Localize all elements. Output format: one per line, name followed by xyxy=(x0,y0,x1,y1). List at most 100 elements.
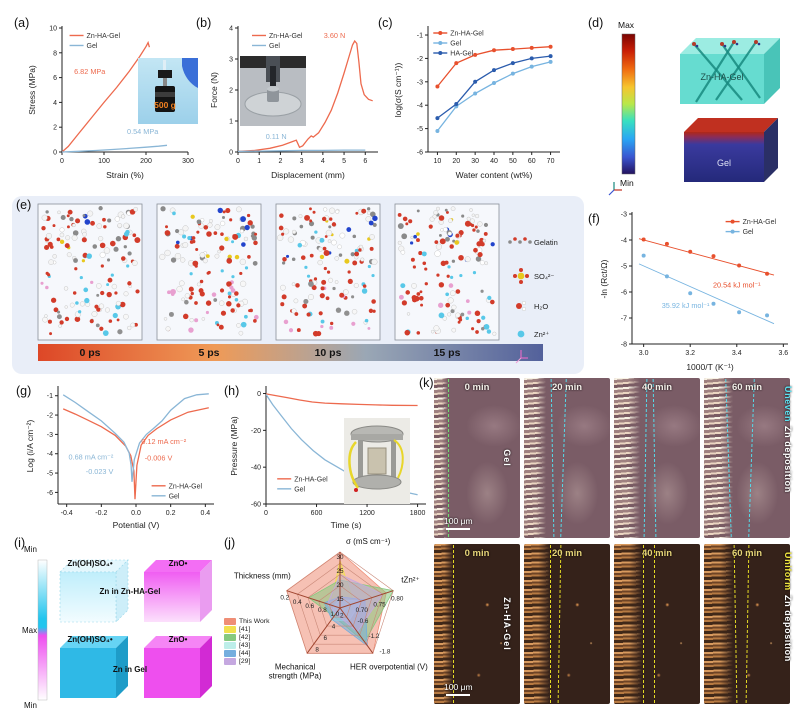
svg-text:0.2: 0.2 xyxy=(280,595,289,602)
svg-text:-3: -3 xyxy=(47,432,53,439)
svg-text:-1.8: -1.8 xyxy=(379,648,390,655)
row-caption-uneven: Uneven Zn deposition xyxy=(783,386,793,493)
panel-zn-deposition-microscopy: 0 min Gel 100 μm 20 min 40 min 60 min xyxy=(434,378,796,710)
scale-bar-label: 100 μm xyxy=(444,682,473,692)
legend-label: [42] xyxy=(239,634,251,641)
svg-text:-3: -3 xyxy=(417,79,423,86)
svg-text:Zn-HA-Gel: Zn-HA-Gel xyxy=(294,476,328,483)
svg-text:Zn-HA-Gel: Zn-HA-Gel xyxy=(743,219,777,226)
svg-text:-3: -3 xyxy=(621,212,627,219)
time-label: 0 min xyxy=(464,382,490,393)
svg-text:-6: -6 xyxy=(621,290,627,297)
svg-text:60: 60 xyxy=(528,158,536,165)
legend-swatch xyxy=(224,642,236,649)
svg-text:-2: -2 xyxy=(417,56,423,63)
time-label: 60 min xyxy=(731,548,763,559)
interface-dashed-line xyxy=(643,378,648,538)
chart-svg: 3.0 3.2 3.4 3.6 -8 -7 -6 -5 -4 -3 1000/T (K⁻¹) -ln … xyxy=(599,212,788,373)
svg-text:Min: Min xyxy=(24,545,37,554)
svg-text:-40: -40 xyxy=(251,465,261,472)
interface-dashed-line xyxy=(652,378,657,538)
svg-text:-60: -60 xyxy=(251,502,261,509)
legend-item: [41] xyxy=(224,626,269,633)
svg-text:1000/T (K⁻¹): 1000/T (K⁻¹) xyxy=(686,362,733,372)
caption-highlight: Uniform xyxy=(783,552,793,591)
panel-label-h: (h) xyxy=(224,384,240,398)
svg-text:4: 4 xyxy=(321,158,325,165)
radar-legend: This Work [41] [42] [43] [44] [29] xyxy=(224,618,269,666)
svg-text:0.12 mA cm⁻²: 0.12 mA cm⁻² xyxy=(141,437,186,446)
svg-text:0.11 N: 0.11 N xyxy=(266,132,287,141)
svg-text:3.0: 3.0 xyxy=(639,350,649,357)
svg-text:Displacement (mm): Displacement (mm) xyxy=(271,170,345,180)
svg-text:6: 6 xyxy=(53,75,57,82)
svg-text:-5: -5 xyxy=(621,264,627,271)
chart-svg: -0.4 -0.2 0.0 0.2 0.4 -6 -5 -4 -3 -2 -1 Potential (… xyxy=(25,386,214,530)
svg-text:3.6: 3.6 xyxy=(778,350,788,357)
inset-photo-pressure-cell xyxy=(344,418,410,504)
svg-text:-0.006 V: -0.006 V xyxy=(145,454,173,463)
svg-text:4: 4 xyxy=(229,26,233,33)
svg-text:8: 8 xyxy=(53,50,57,57)
svg-text:2: 2 xyxy=(340,612,344,619)
md-snapshots-svg: 0 ps 5 ps 10 ps 15 ps Gelatin SO₄²⁻ H₂O Zn²⁺ xyxy=(37,203,558,364)
chart-force-displacement: 0 1 2 3 4 5 6 0 1 2 3 4 Displacement (mm) Force (N) 3.… xyxy=(208,20,386,182)
chart-radar-comparison: This Work [41] [42] [43] [44] [29] 15 20 2… xyxy=(222,534,438,712)
time-label: 20 min xyxy=(551,382,583,393)
panel-simulation-field: Max Min Zn-HA-Gel Gel xyxy=(584,14,796,196)
interface-dashed-line xyxy=(452,544,454,704)
svg-text:Potential (V): Potential (V) xyxy=(113,520,160,530)
svg-text:Max: Max xyxy=(22,626,37,635)
svg-text:Stress (MPa): Stress (MPa) xyxy=(27,65,37,115)
caption-rest: Zn deposition xyxy=(783,594,793,662)
svg-text:Max: Max xyxy=(618,20,635,30)
panel-label-j: (j) xyxy=(224,536,236,550)
svg-text:Strain (%): Strain (%) xyxy=(106,170,144,180)
interface-dashed-line xyxy=(549,544,551,704)
chart-tafel: -0.4 -0.2 0.0 0.2 0.4 -6 -5 -4 -3 -2 -1 Potential (… xyxy=(24,382,222,532)
svg-text:25: 25 xyxy=(336,568,344,575)
svg-text:20.54 kJ mol⁻¹: 20.54 kJ mol⁻¹ xyxy=(713,280,761,289)
svg-text:-0.4: -0.4 xyxy=(61,510,73,517)
svg-text:-6: -6 xyxy=(47,490,53,497)
svg-text:2: 2 xyxy=(278,158,282,165)
legend-swatch xyxy=(224,658,236,665)
interface-dashed-line xyxy=(557,544,562,704)
time-label: 0 min xyxy=(464,548,490,559)
svg-text:-1: -1 xyxy=(417,33,423,40)
svg-text:-20: -20 xyxy=(251,428,261,435)
svg-text:Zn in Gel: Zn in Gel xyxy=(113,665,147,674)
svg-text:1.0: 1.0 xyxy=(330,611,339,618)
svg-text:Gelatin: Gelatin xyxy=(534,238,558,247)
svg-text:-2: -2 xyxy=(47,413,53,420)
field-simulation-svg: Max Min Zn-HA-Gel Gel xyxy=(608,20,780,196)
svg-text:Water content (wt%): Water content (wt%) xyxy=(456,170,533,180)
legend-item: [42] xyxy=(224,634,269,641)
svg-text:0.6: 0.6 xyxy=(305,603,314,610)
svg-text:15: 15 xyxy=(336,596,344,603)
svg-text:ZnO•: ZnO• xyxy=(169,559,188,568)
zn-electrode-streak xyxy=(614,544,642,704)
svg-text:HER overpotential (V): HER overpotential (V) xyxy=(350,662,428,671)
svg-text:0: 0 xyxy=(53,150,57,157)
interface-dashed-line xyxy=(733,544,738,704)
svg-text:Pressure (MPa): Pressure (MPa) xyxy=(229,416,239,476)
time-label: 40 min xyxy=(641,382,673,393)
chart-svg: 10 20 30 40 50 60 70 -6 -5 -4 -3 -2 -1 Water content … xyxy=(393,26,560,180)
legend-item: [44] xyxy=(224,650,269,657)
svg-text:0: 0 xyxy=(264,510,268,517)
scale-bar-label: 100 μm xyxy=(444,516,473,526)
svg-text:Gel: Gel xyxy=(294,486,305,493)
micrograph-frame: 0 min Gel 100 μm xyxy=(434,378,520,538)
svg-text:30: 30 xyxy=(471,158,479,165)
svg-text:6.82 MPa: 6.82 MPa xyxy=(74,67,106,76)
legend-label: [41] xyxy=(239,626,251,633)
time-label: 20 min xyxy=(551,548,583,559)
zn-electrode-streak xyxy=(434,378,448,538)
svg-text:10: 10 xyxy=(434,158,442,165)
chart-stress-strain: 500 g 0 100 200 300 0 2 4 6 8 10 Strain (%) Stress … xyxy=(26,20,198,182)
interface-dashed-line xyxy=(745,544,750,704)
svg-text:-6: -6 xyxy=(417,150,423,157)
legend-label: [43] xyxy=(239,642,251,649)
